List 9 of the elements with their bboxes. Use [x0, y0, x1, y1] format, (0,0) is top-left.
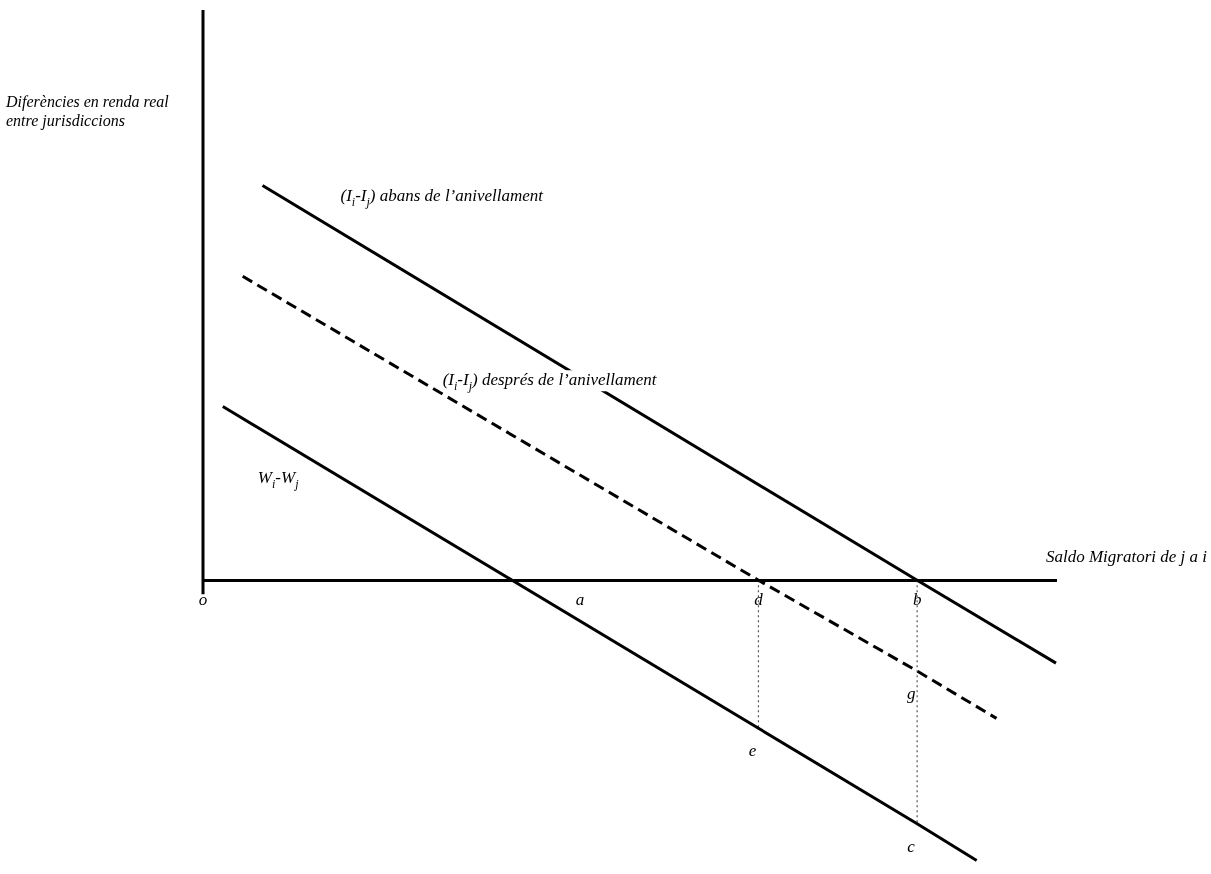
annotation: g — [906, 684, 916, 704]
x-tick-label: d — [754, 589, 764, 609]
x-tick-label: a — [575, 589, 585, 609]
x-tick-label: b — [912, 589, 922, 609]
x-tick-label: o — [198, 589, 208, 609]
x-axis-title: Saldo Migratori de j a i — [1045, 547, 1208, 567]
annotation: e — [748, 741, 757, 761]
annotation: c — [907, 836, 916, 856]
y-axis-title: Diferències en renda real entre jurisdiccions — [6, 92, 170, 131]
